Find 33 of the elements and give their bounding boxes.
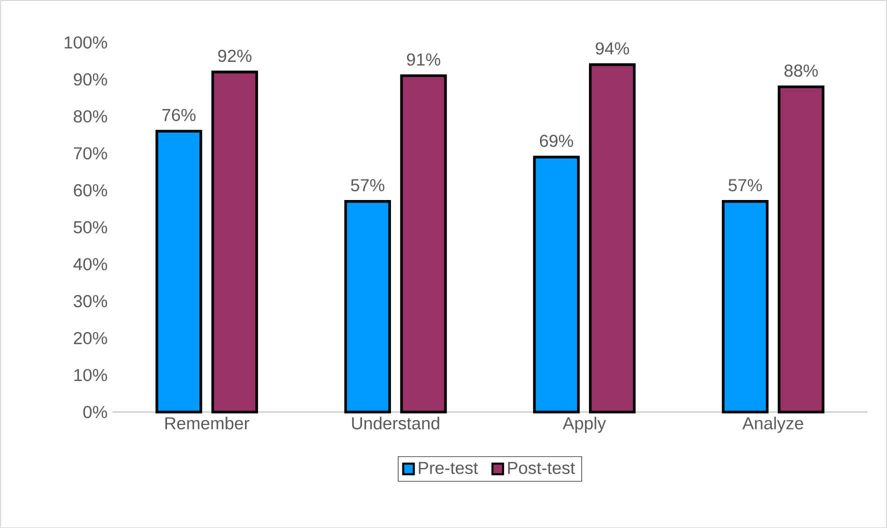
y-tick-label: 60% [74, 184, 108, 196]
data-label: 76% [162, 108, 196, 121]
data-label: 92% [218, 50, 252, 62]
data-label: 94% [596, 42, 630, 54]
y-tick-label: 10% [74, 368, 108, 382]
bar [588, 63, 636, 414]
x-tick-label: Apply [562, 416, 606, 433]
legend-label: Post-test [508, 462, 575, 474]
bar [344, 200, 391, 414]
y-tick-label: 0% [83, 406, 108, 418]
x-tick-label: Analyze [742, 416, 804, 433]
x-tick-label: Understand [352, 416, 440, 430]
y-tick-label: 20% [74, 332, 108, 344]
data-label: 88% [784, 64, 818, 77]
bar [533, 155, 580, 414]
data-label: 91% [406, 53, 440, 66]
y-tick-label: 80% [74, 110, 108, 122]
bar [722, 200, 769, 414]
data-label: 57% [728, 178, 762, 192]
y-tick-label: 40% [73, 258, 108, 270]
y-tick-label: 70% [74, 146, 108, 160]
y-tick-label: 90% [74, 73, 108, 86]
y-tick-label: 50% [74, 220, 108, 234]
data-label: 57% [350, 178, 384, 192]
x-tick-label: Remember [165, 416, 250, 430]
bar [778, 85, 824, 414]
y-tick-label: 100% [64, 36, 108, 48]
bar [156, 130, 202, 414]
bar [400, 74, 447, 414]
y-tick-label: 30% [74, 294, 108, 308]
legend-label: Pre-test [418, 462, 478, 474]
data-label: 69% [540, 134, 574, 147]
bar [211, 70, 258, 414]
